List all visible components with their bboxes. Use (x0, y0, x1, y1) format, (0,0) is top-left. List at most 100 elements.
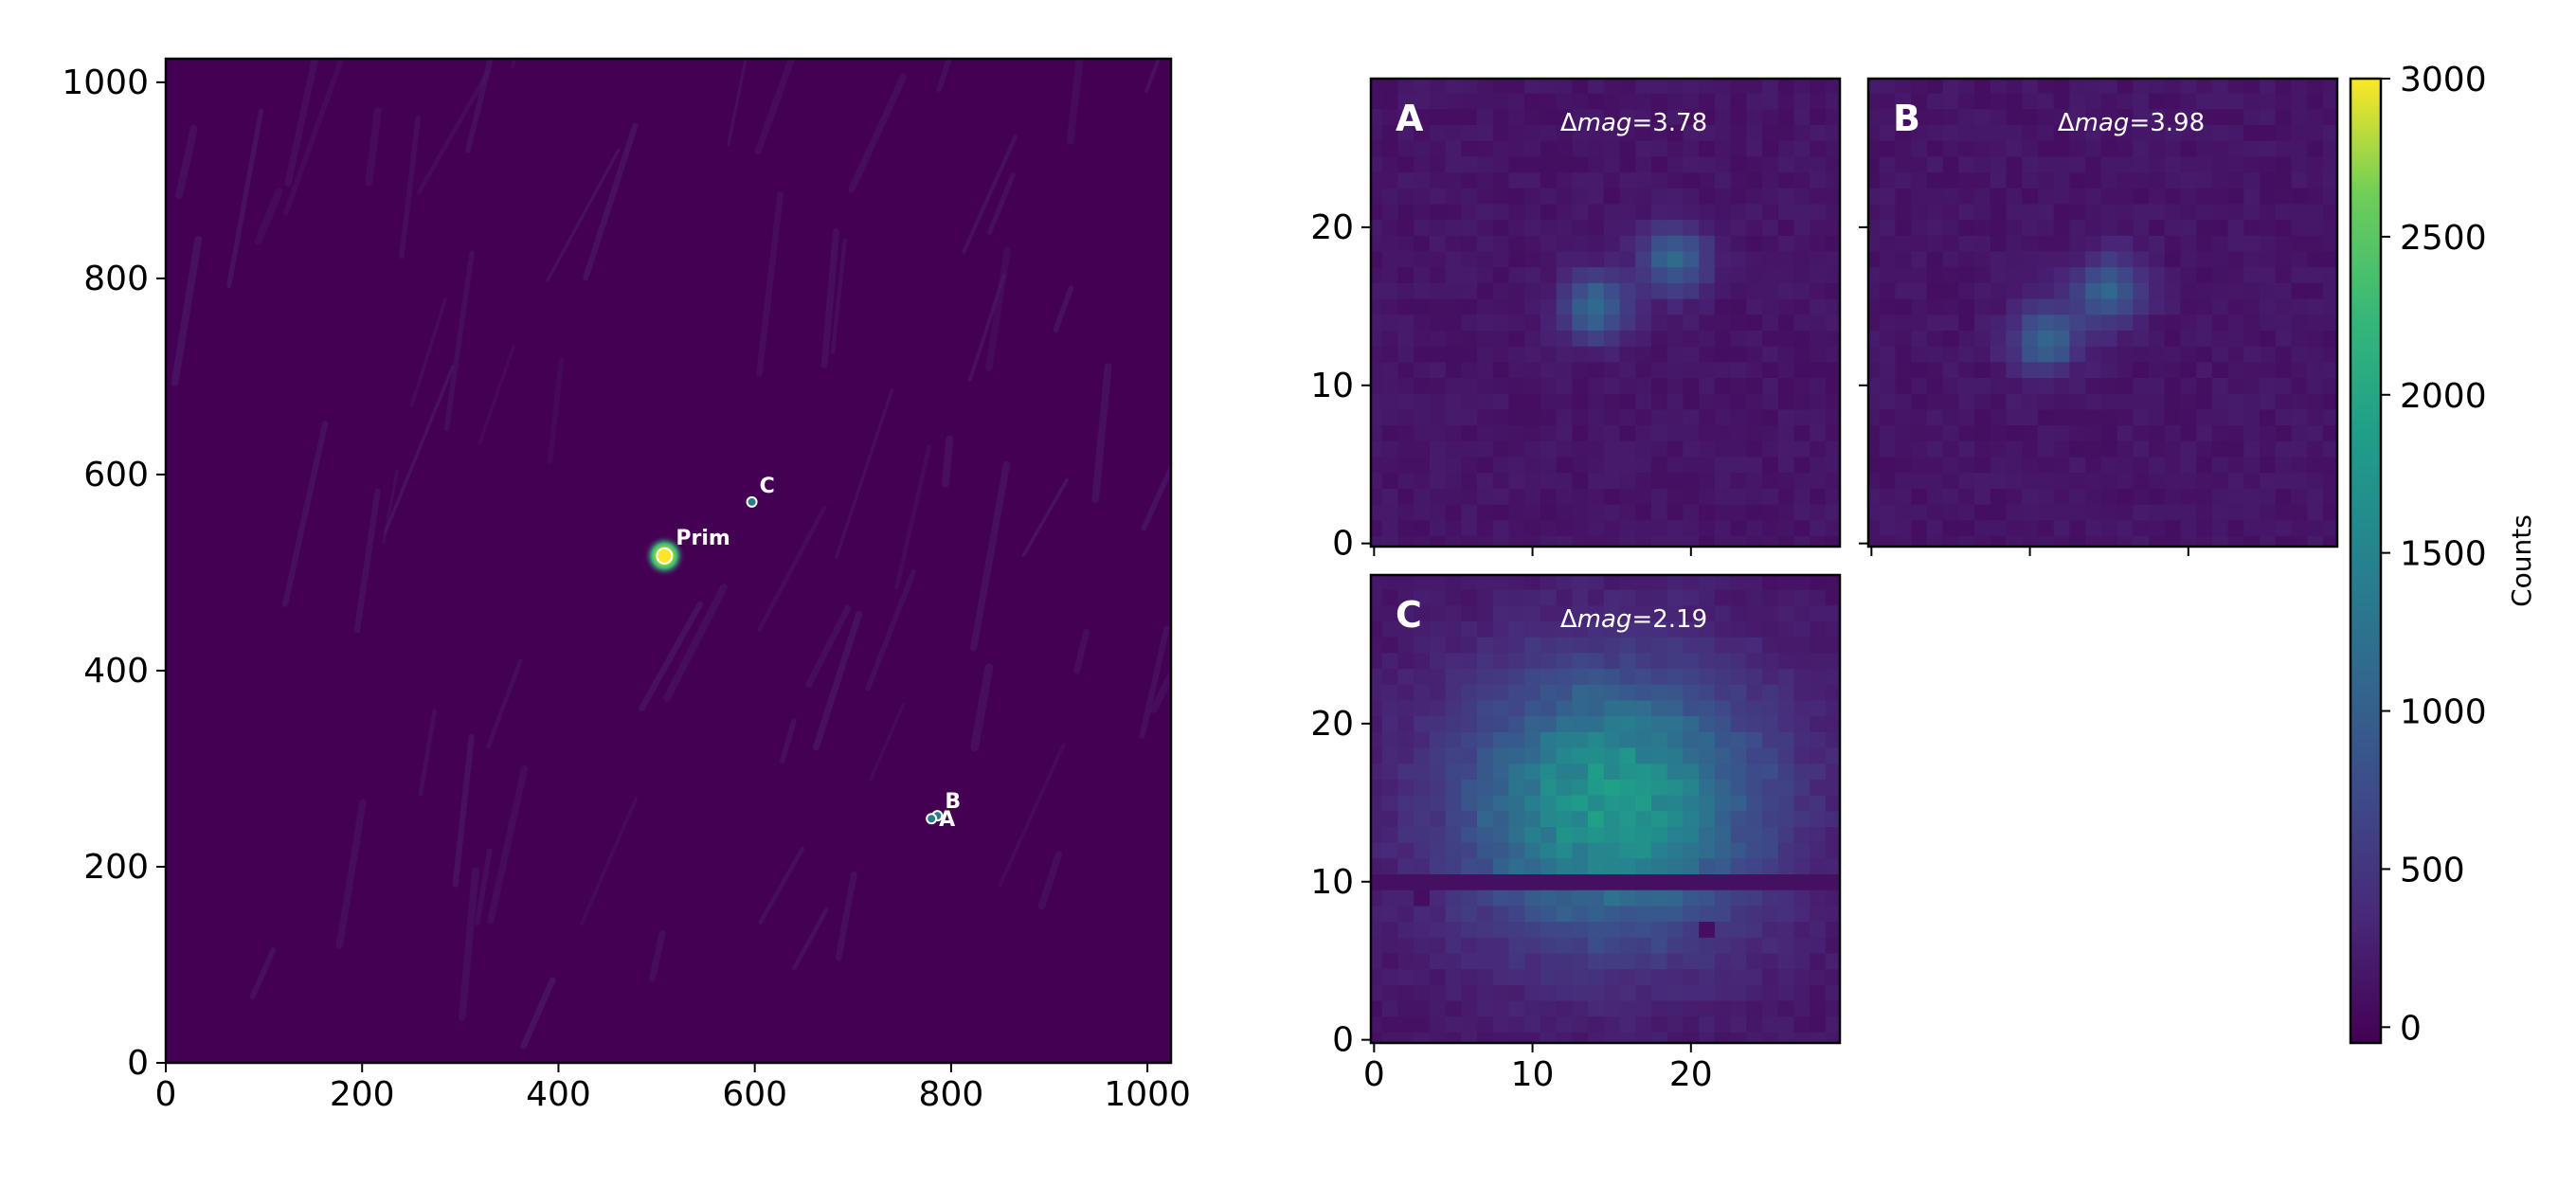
cutout-pixel (1793, 140, 1810, 157)
cutout-pixel (1572, 282, 1589, 299)
cutout-pixel (1746, 731, 1763, 748)
cutout-pixel (2164, 330, 2181, 347)
cutout-pixel (1699, 999, 1716, 1017)
cutout-pixel (2053, 440, 2070, 458)
cutout-pixel (2180, 124, 2197, 141)
cutout-pixel (1666, 393, 1684, 410)
cutout-pixel (2260, 282, 2277, 299)
cutout-pixel (1666, 637, 1684, 654)
cutout-pixel (2260, 140, 2277, 157)
cutout-pixel (1429, 314, 1447, 331)
cutout-pixel (1958, 440, 1975, 458)
cutout-b-panel: B Δmag=3.98 (1859, 77, 2339, 556)
cutout-pixel (2069, 171, 2086, 189)
background-streak (353, 488, 381, 634)
cutout-pixel (1810, 266, 1827, 283)
background-streak (727, 59, 748, 147)
cutout-pixel (2322, 79, 2337, 94)
cutout-pixel (1381, 1015, 1398, 1033)
cutout-pixel (1429, 171, 1447, 189)
cutout-pixel (1762, 282, 1779, 299)
cutout-pixel (1556, 715, 1573, 732)
cutout-letter: B (1893, 98, 1920, 139)
cutout-pixel (2260, 361, 2277, 378)
cutout-pixel (1825, 715, 1840, 732)
cutout-pixel (2291, 393, 2308, 410)
cutout-pixel (1879, 472, 1896, 489)
cutout-pixel (1714, 999, 1732, 1017)
cutout-pixel (1603, 575, 1621, 590)
cutout-pixel (1699, 535, 1716, 547)
cutout-pixel (2243, 235, 2261, 252)
background-streak (962, 135, 1018, 254)
cutout-pixel (1572, 108, 1589, 125)
cutout-pixel (1492, 235, 1510, 252)
delta-mag-annotation: Δmag=2.19 (1560, 605, 1707, 634)
cutout-pixel (2180, 393, 2197, 410)
cutout-pixel (1445, 873, 1462, 890)
cutout-pixel (1825, 1032, 1840, 1043)
cutout-pixel (1492, 731, 1510, 748)
cutout-pixel (1868, 440, 1881, 458)
cutout-pixel (1524, 968, 1541, 985)
cutout-pixel (1371, 999, 1383, 1017)
cutout-pixel (1414, 873, 1431, 890)
cutout-pixel (2322, 93, 2337, 110)
cutout-pixel (1397, 763, 1414, 780)
cutout-pixel (1825, 535, 1840, 547)
cutout-pixel (1666, 984, 1684, 1001)
background-streak (226, 108, 264, 288)
cutout-pixel (1414, 731, 1431, 748)
cutout-pixel (1714, 330, 1732, 347)
cutout-pixel (1556, 1015, 1573, 1033)
cutout-pixel (1371, 235, 1383, 252)
cutout-pixel (1730, 1015, 1747, 1033)
cutout-pixel (1588, 203, 1605, 221)
cutout-pixel (1974, 314, 1991, 331)
cutout-pixel (1556, 93, 1573, 110)
cutout-pixel (1958, 393, 1975, 410)
cutout-pixel (1793, 652, 1810, 670)
cutout-pixel (1477, 188, 1494, 205)
cutout-pixel (1895, 266, 1912, 283)
cutout-pixel (1524, 1032, 1541, 1043)
cutout-pixel (1508, 171, 1525, 189)
cutout-pixel (1651, 952, 1668, 970)
cutout-pixel (1603, 188, 1621, 205)
cutout-pixel (1381, 219, 1398, 236)
cutout-pixel (2117, 424, 2134, 441)
cutout-pixel (1730, 984, 1747, 1001)
cutout-pixel (1371, 93, 1383, 110)
cutout-pixel (1666, 652, 1684, 670)
cutout-pixel (1445, 589, 1462, 606)
cutout-pixel (2117, 519, 2134, 536)
cutout-pixel (2037, 424, 2055, 441)
cutout-pixel (1572, 79, 1589, 94)
cutout-pixel (1572, 93, 1589, 110)
cutout-pixel (1635, 620, 1652, 638)
cutout-pixel (1777, 408, 1795, 426)
cutout-pixel (1868, 266, 1881, 283)
cutout-pixel (1429, 763, 1447, 780)
cutout-pixel (1762, 604, 1779, 621)
cutout-pixel (1926, 79, 1944, 94)
cutout-pixel (1477, 604, 1494, 621)
cutout-pixel (1942, 440, 1959, 458)
cutout-pixel (1958, 330, 1975, 347)
cutout-pixel (1492, 637, 1510, 654)
cutout-pixel (1666, 968, 1684, 985)
cutout-pixel (1572, 857, 1589, 874)
cutout-pixel (1397, 952, 1414, 970)
cutout-pixel (1381, 620, 1398, 638)
cutout-pixel (1990, 93, 2008, 110)
cutout-pixel (1793, 79, 1810, 94)
cutout-pixel (1714, 108, 1732, 125)
cutout-pixel (2133, 408, 2150, 426)
cutout-pixel (1371, 535, 1383, 547)
cutout-pixel (1825, 361, 1840, 378)
cutout-pixel (1397, 124, 1414, 141)
cutout-pixel (1461, 589, 1478, 606)
cutout-pixel (1556, 699, 1573, 717)
cutout-pixel (1556, 377, 1573, 394)
cutout-pixel (1381, 905, 1398, 923)
